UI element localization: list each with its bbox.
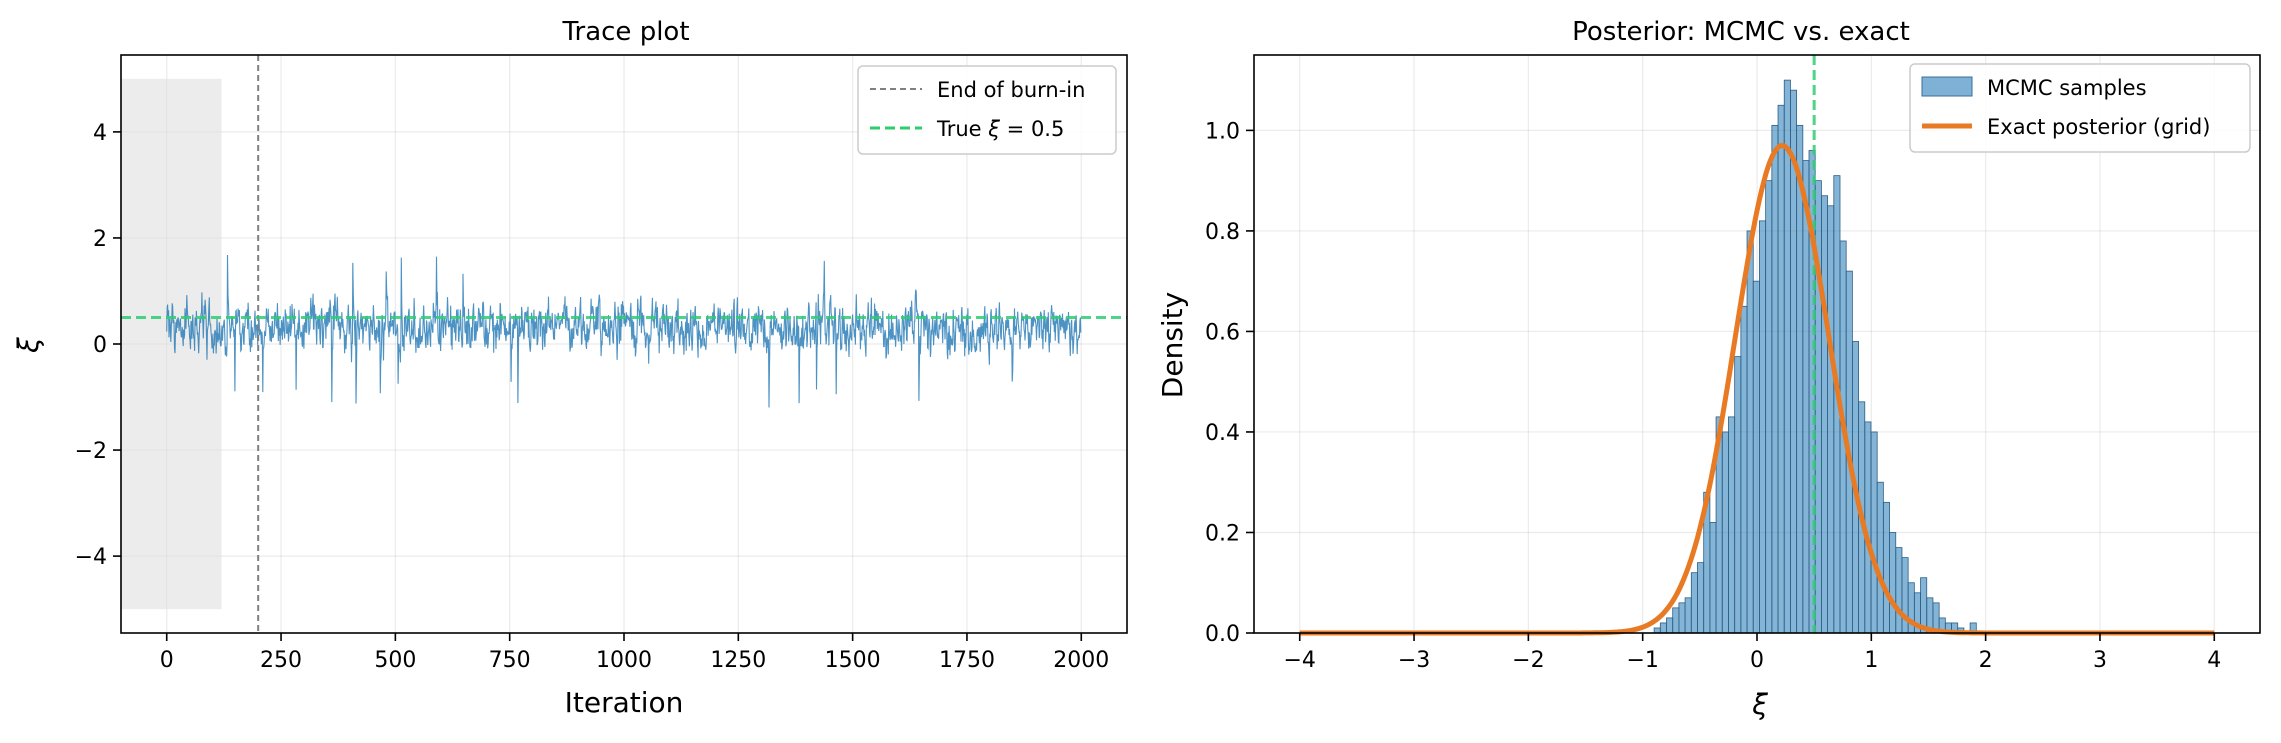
posterior-x-tick-label: −3 bbox=[1398, 648, 1430, 673]
trace-y-ticks: −4 −2 0 2 4 bbox=[75, 121, 121, 570]
posterior-legend: MCMC samples Exact posterior (grid) bbox=[1909, 63, 2251, 153]
histogram-bar bbox=[1771, 124, 1779, 634]
posterior-y-tick-label: 1.0 bbox=[1205, 119, 1240, 144]
histogram-bar bbox=[1678, 602, 1686, 634]
histogram-bar bbox=[1659, 622, 1667, 634]
histogram-bar bbox=[1759, 220, 1767, 634]
trace-y-axis-label: ξ bbox=[12, 337, 45, 354]
legend-swatch-mcmc-samples bbox=[1921, 76, 1973, 97]
histogram-bar bbox=[1796, 124, 1804, 634]
histogram-bar bbox=[1672, 607, 1680, 634]
posterior-x-ticks: −4 −3 −2 −1 0 1 2 3 4 bbox=[1284, 633, 2221, 673]
histogram-bar bbox=[1709, 522, 1717, 634]
histogram-bar bbox=[1876, 481, 1884, 634]
histogram-bar bbox=[1882, 501, 1890, 634]
trace-y-tick-label: 0 bbox=[93, 333, 107, 358]
trace-plot: Trace plot 0 250 500 750 1000 1250 1500 1750 200… bbox=[12, 17, 1128, 719]
posterior-y-tick-label: 0.4 bbox=[1205, 421, 1240, 446]
posterior-x-tick-label: 2 bbox=[1979, 648, 1993, 673]
histogram-bar bbox=[1666, 617, 1674, 634]
trace-plot-title: Trace plot bbox=[561, 17, 689, 47]
histogram-bar bbox=[1721, 431, 1729, 634]
trace-x-tick-label: 500 bbox=[374, 648, 416, 673]
trace-reference-lines bbox=[121, 55, 1127, 633]
trace-x-ticks: 0 250 500 750 1000 1250 1500 1750 2000 bbox=[160, 633, 1109, 673]
trace-x-tick-label: 1500 bbox=[825, 648, 881, 673]
histogram-bar bbox=[1821, 195, 1829, 634]
trace-y-tick-label: −2 bbox=[75, 439, 107, 464]
posterior-x-tick-label: −1 bbox=[1626, 648, 1658, 673]
trace-y-tick-label: −4 bbox=[75, 545, 107, 570]
posterior-x-tick-label: 3 bbox=[2093, 648, 2107, 673]
trace-legend-box bbox=[857, 65, 1117, 155]
posterior-y-tick-label: 0.8 bbox=[1205, 220, 1240, 245]
histogram-bar bbox=[1690, 572, 1698, 634]
histogram-bar bbox=[1827, 205, 1835, 634]
posterior-y-tick-label: 0.6 bbox=[1205, 320, 1240, 345]
posterior-y-tick-label: 0.2 bbox=[1205, 521, 1240, 546]
trace-x-tick-label: 2000 bbox=[1053, 648, 1109, 673]
histogram-bar bbox=[1777, 104, 1785, 634]
histogram-bar bbox=[1783, 79, 1791, 634]
trace-x-tick-label: 1250 bbox=[710, 648, 766, 673]
posterior-x-tick-label: −2 bbox=[1512, 648, 1544, 673]
posterior-legend-box bbox=[1909, 63, 2251, 153]
posterior-plot: Posterior: MCMC vs. exact −4 −3 −2 −1 0 1 2 3 4 … bbox=[1156, 17, 2261, 721]
histogram-bar bbox=[1895, 547, 1903, 634]
histogram-bar bbox=[1889, 532, 1897, 634]
burn-in-shaded-region bbox=[121, 78, 222, 610]
histogram-bar bbox=[1697, 562, 1705, 634]
histogram-bar bbox=[1740, 305, 1748, 634]
histogram-bar bbox=[1752, 280, 1760, 634]
histogram-bar bbox=[1802, 160, 1810, 634]
trace-x-tick-label: 1750 bbox=[939, 648, 995, 673]
trace-x-tick-label: 250 bbox=[260, 648, 302, 673]
histogram-bar bbox=[1734, 356, 1742, 634]
posterior-y-axis-label: Density bbox=[1156, 292, 1189, 398]
posterior-x-tick-label: 1 bbox=[1864, 648, 1878, 673]
trace-y-tick-label: 2 bbox=[93, 227, 107, 252]
trace-x-tick-label: 1000 bbox=[596, 648, 652, 673]
trace-legend: End of burn-in True ξ = 0.5 bbox=[857, 65, 1117, 155]
legend-label-mcmc-samples: MCMC samples bbox=[1987, 76, 2147, 100]
legend-label-true-value: True ξ = 0.5 bbox=[936, 117, 1064, 141]
trace-x-tick-label: 750 bbox=[489, 648, 531, 673]
posterior-x-tick-label: 0 bbox=[1750, 648, 1764, 673]
trace-y-tick-label: 4 bbox=[93, 121, 107, 146]
trace-x-axis-label: Iteration bbox=[565, 686, 684, 719]
posterior-x-tick-label: −4 bbox=[1284, 648, 1316, 673]
posterior-x-axis-label: ξ bbox=[1751, 688, 1768, 721]
histogram-bar bbox=[1746, 230, 1754, 634]
trace-x-tick-label: 0 bbox=[160, 648, 174, 673]
posterior-plot-title: Posterior: MCMC vs. exact bbox=[1572, 17, 1910, 47]
posterior-y-ticks: 0.0 0.2 0.4 0.6 0.8 1.0 bbox=[1205, 119, 1254, 647]
legend-label-exact-posterior: Exact posterior (grid) bbox=[1987, 115, 2210, 139]
histogram-bar bbox=[1728, 416, 1736, 634]
posterior-x-tick-label: 4 bbox=[2207, 648, 2221, 673]
histogram-bar bbox=[1684, 597, 1692, 634]
histogram-bar bbox=[1870, 431, 1878, 634]
legend-label-burn-in: End of burn-in bbox=[937, 78, 1085, 102]
histogram-bar bbox=[1765, 180, 1773, 634]
posterior-y-tick-label: 0.0 bbox=[1205, 622, 1240, 647]
burn-in-shade bbox=[121, 78, 222, 610]
